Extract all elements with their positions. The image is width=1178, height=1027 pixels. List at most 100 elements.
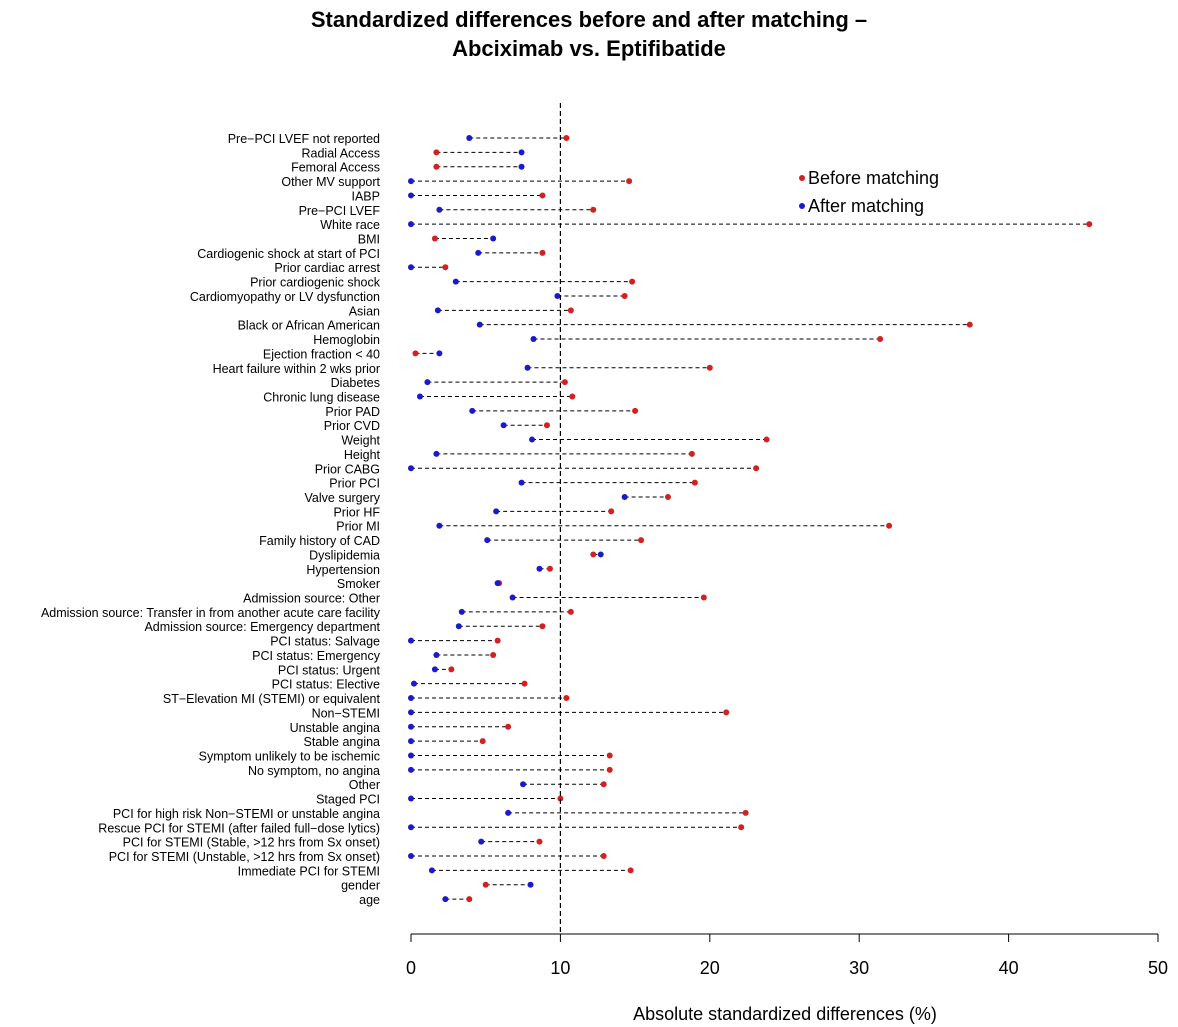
row: age xyxy=(359,893,473,907)
row: Admission source: Transfer in from anoth… xyxy=(41,606,574,620)
category-label: Diabetes xyxy=(331,376,380,390)
legend-before-marker xyxy=(799,175,805,181)
legend: Before matching After matching xyxy=(799,168,939,216)
before-matching-point xyxy=(567,307,574,314)
category-label: Cardiomyopathy or LV dysfunction xyxy=(190,290,380,304)
row: Other xyxy=(349,778,607,792)
row: Prior cardiac arrest xyxy=(274,261,449,275)
after-matching-point xyxy=(476,321,483,328)
after-matching-point xyxy=(436,350,443,357)
row: Hemoglobin xyxy=(313,333,884,347)
before-matching-point xyxy=(606,752,613,759)
legend-before-label: Before matching xyxy=(808,168,939,188)
legend-after-label: After matching xyxy=(808,196,924,216)
category-label: Asian xyxy=(349,304,380,318)
category-label: PCI status: Salvage xyxy=(270,635,380,649)
row: PCI status: Emergency xyxy=(252,649,497,663)
row: IABP xyxy=(352,189,546,203)
after-matching-point xyxy=(452,278,459,285)
before-matching-point xyxy=(664,494,671,500)
after-matching-point xyxy=(509,594,516,601)
before-matching-point xyxy=(632,407,639,414)
after-matching-point xyxy=(436,206,443,213)
before-matching-point xyxy=(638,537,645,544)
category-label: Non−STEMI xyxy=(312,706,380,720)
category-label: Rescue PCI for STEMI (after failed full−… xyxy=(98,821,380,835)
row: Smoker xyxy=(337,577,503,591)
category-label: Heart failure within 2 wks prior xyxy=(213,362,380,376)
before-matching-point xyxy=(626,178,633,185)
row: Black or African American xyxy=(238,319,973,333)
after-matching-point xyxy=(442,896,449,903)
before-matching-point xyxy=(688,450,695,457)
before-matching-point xyxy=(466,896,473,903)
category-label: PCI status: Emergency xyxy=(252,649,381,663)
x-axis: 0 10 20 30 40 50 xyxy=(406,933,1168,978)
after-matching-point xyxy=(518,149,525,156)
before-matching-point xyxy=(966,321,973,328)
category-label: Pre−PCI LVEF xyxy=(299,204,381,218)
after-matching-point xyxy=(436,522,443,529)
after-matching-point xyxy=(408,723,414,730)
after-matching-point xyxy=(494,580,501,587)
before-matching-point xyxy=(600,781,607,788)
before-matching-point xyxy=(629,278,636,285)
row: Staged PCI xyxy=(316,793,564,807)
row: Height xyxy=(344,448,695,462)
row: Symptom unlikely to be ischemic xyxy=(199,749,613,763)
before-matching-point xyxy=(521,680,528,687)
after-matching-point xyxy=(408,766,414,773)
after-matching-point xyxy=(554,292,561,299)
category-label: Chronic lung disease xyxy=(263,390,380,404)
category-label: Admission source: Transfer in from anoth… xyxy=(41,606,381,620)
after-matching-point xyxy=(408,795,414,802)
before-matching-point xyxy=(763,436,770,443)
category-label: White race xyxy=(320,218,380,232)
before-matching-point xyxy=(569,393,576,400)
after-matching-point xyxy=(408,264,414,271)
row: Rescue PCI for STEMI (after failed full−… xyxy=(98,821,745,835)
row: Chronic lung disease xyxy=(263,390,576,404)
category-label: Smoker xyxy=(337,577,380,591)
before-matching-point xyxy=(608,508,615,515)
category-label: Prior PAD xyxy=(325,405,380,419)
row: Dyslipidemia xyxy=(309,548,604,562)
after-matching-point xyxy=(490,235,497,242)
after-matching-point xyxy=(408,709,414,716)
row: PCI status: Elective xyxy=(272,678,528,692)
before-matching-point xyxy=(590,551,597,558)
after-matching-point xyxy=(518,479,525,486)
after-matching-point xyxy=(530,336,537,343)
category-label: ST−Elevation MI (STEMI) or equivalent xyxy=(163,692,381,706)
after-matching-point xyxy=(428,867,435,874)
category-label: Immediate PCI for STEMI xyxy=(238,864,380,878)
category-label: PCI for STEMI (Stable, >12 hrs from Sx o… xyxy=(123,836,380,850)
row: Radial Access xyxy=(301,146,525,160)
after-matching-point xyxy=(493,508,500,515)
category-label: Cardiogenic shock at start of PCI xyxy=(197,247,380,261)
before-matching-point xyxy=(590,206,597,213)
after-matching-point xyxy=(408,221,414,228)
row: Cardiomyopathy or LV dysfunction xyxy=(190,290,628,304)
category-label: Other xyxy=(349,778,380,792)
row: PCI for STEMI (Stable, >12 hrs from Sx o… xyxy=(123,836,543,850)
category-label: Radial Access xyxy=(301,146,380,160)
after-matching-point xyxy=(500,422,507,429)
after-matching-point xyxy=(458,608,465,615)
row: Valve surgery xyxy=(305,491,671,505)
legend-after-marker xyxy=(799,203,805,209)
row: Family history of CAD xyxy=(259,534,645,548)
category-label: PCI for high risk Non−STEMI or unstable … xyxy=(113,807,380,821)
after-matching-point xyxy=(505,809,512,816)
row: Prior MI xyxy=(336,520,893,534)
after-matching-point xyxy=(518,163,525,170)
before-matching-point xyxy=(563,695,570,702)
after-matching-point xyxy=(455,623,462,630)
row: Ejection fraction < 40 xyxy=(263,347,443,361)
category-label: age xyxy=(359,893,380,907)
after-matching-point xyxy=(597,551,604,558)
category-label: Prior PCI xyxy=(329,477,380,491)
row: PCI for STEMI (Unstable, >12 hrs from Sx… xyxy=(109,850,607,864)
row: Other MV support xyxy=(281,175,633,189)
category-label: IABP xyxy=(352,189,381,203)
